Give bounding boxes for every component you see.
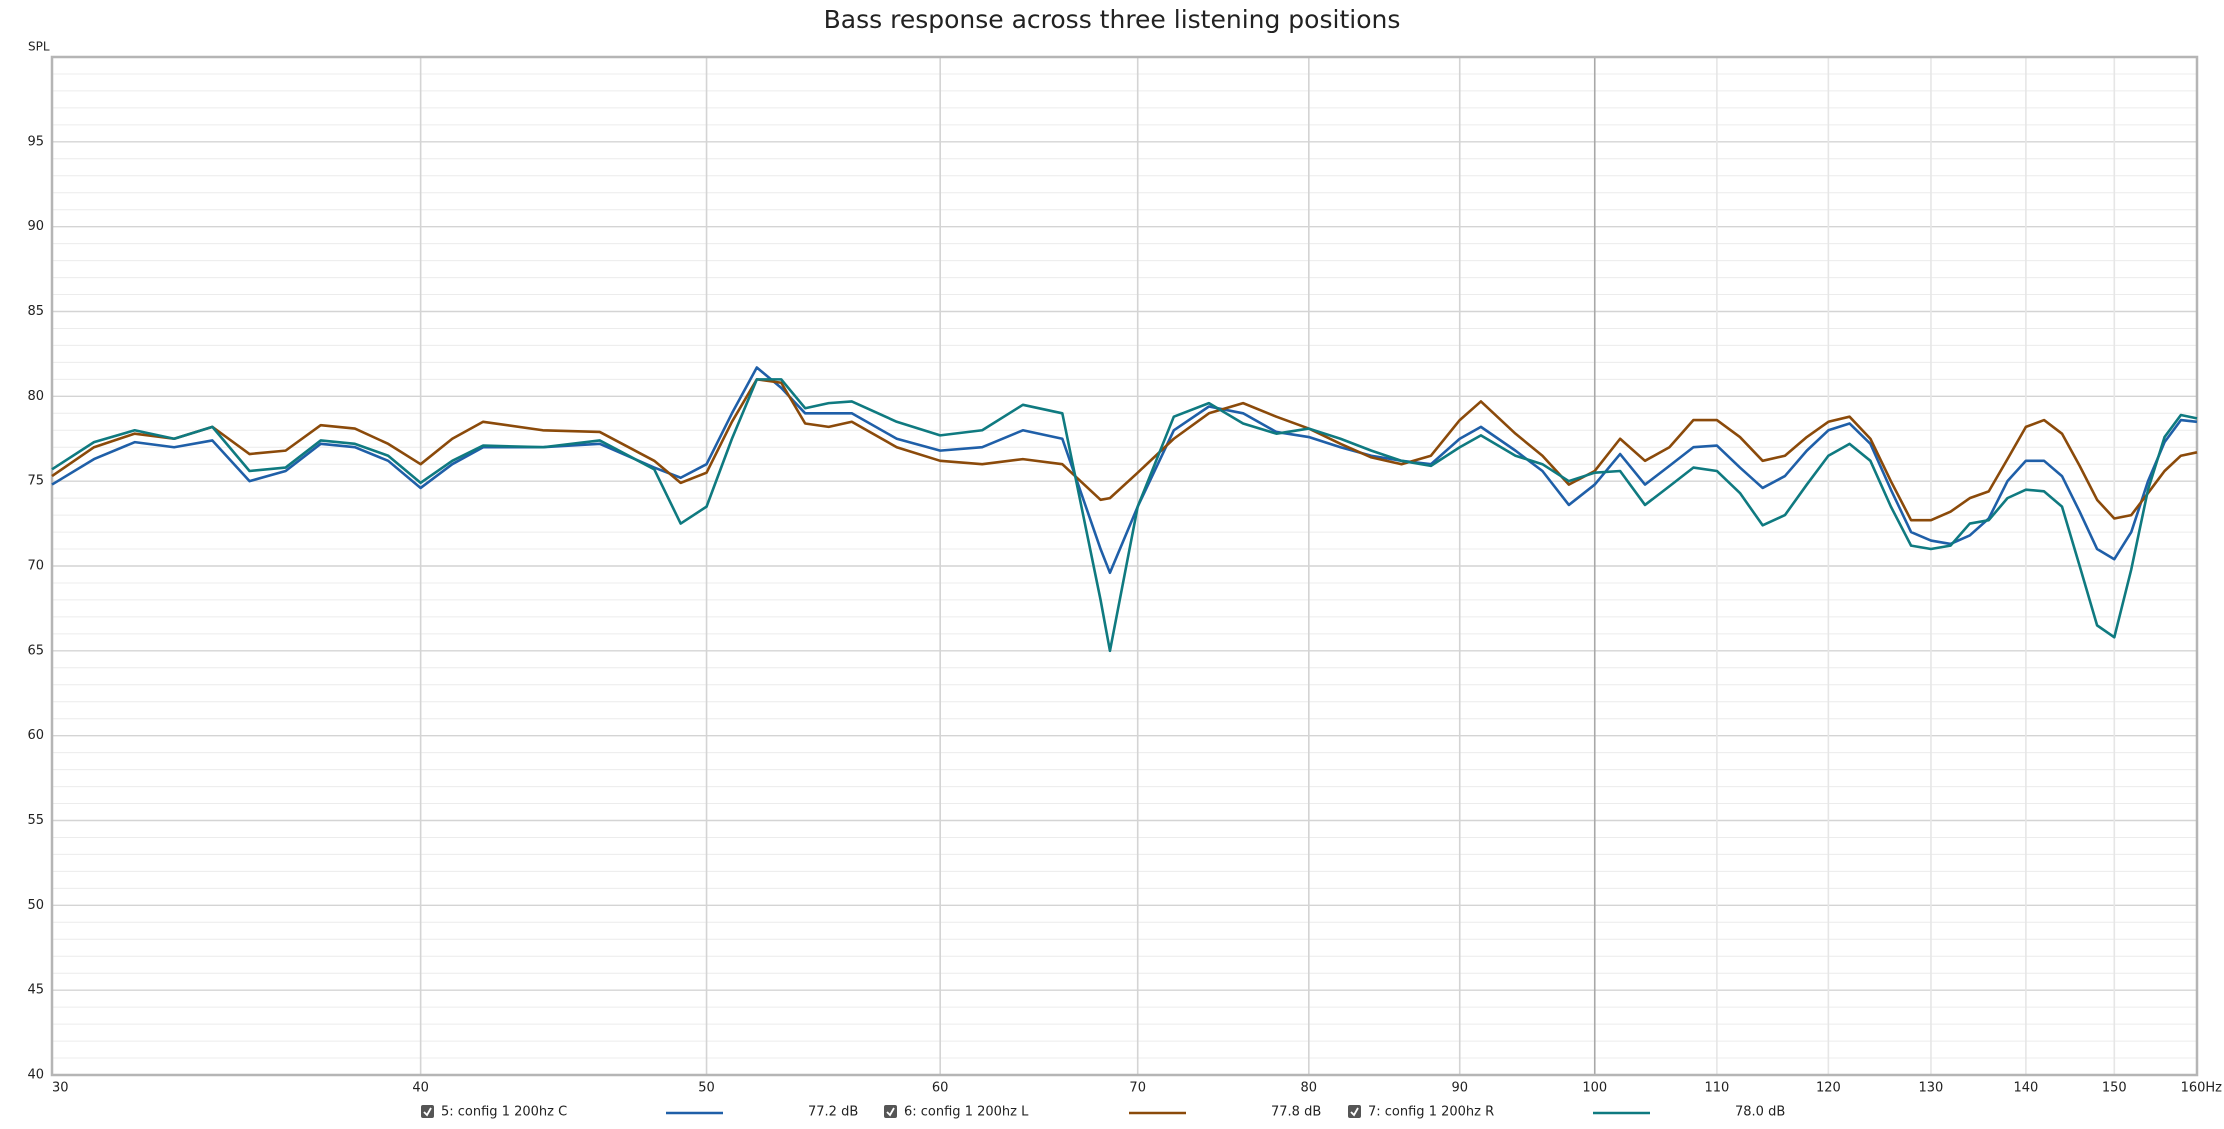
- y-tick-label: 40: [27, 1068, 44, 1083]
- legend-checkbox[interactable]: [421, 1105, 434, 1118]
- legend-item[interactable]: 5: config 1 200hz C 77.2 dB: [421, 1105, 858, 1120]
- legend-label: 7: config 1 200hz R: [1368, 1105, 1494, 1120]
- legend-checkbox[interactable]: [1348, 1105, 1361, 1118]
- x-tick-label: 40: [412, 1081, 429, 1096]
- x-tick-label: 50: [698, 1081, 715, 1096]
- legend-item[interactable]: 7: config 1 200hz R 78.0 dB: [1348, 1105, 1785, 1120]
- legend-checkmark: [423, 1107, 432, 1117]
- y-axis-label: SPL: [28, 40, 50, 54]
- x-tick-label: 110: [1704, 1081, 1729, 1096]
- series-line: [51, 378, 2198, 653]
- x-tick-label: 140: [2013, 1081, 2038, 1096]
- legend-checkmark: [1350, 1107, 1359, 1117]
- y-tick-label: 70: [27, 559, 44, 574]
- y-tick-label: 80: [27, 389, 44, 404]
- y-tick-label: 60: [27, 728, 44, 743]
- x-tick-label: 100: [1582, 1081, 1607, 1096]
- y-tick-label: 55: [27, 813, 44, 828]
- x-tick-label: 150: [2102, 1081, 2127, 1096]
- y-tick-label: 50: [27, 898, 44, 913]
- x-tick-label: 120: [1816, 1081, 1841, 1096]
- x-tick-label: 160Hz: [2181, 1081, 2223, 1096]
- x-tick-label: 80: [1301, 1081, 1318, 1096]
- y-tick-label: 45: [27, 983, 44, 998]
- y-tick-label: 75: [27, 474, 44, 489]
- plot-frame: [50, 55, 2199, 1077]
- y-tick-label: 65: [27, 643, 44, 658]
- legend-item[interactable]: 6: config 1 200hz L 77.8 dB: [884, 1105, 1321, 1120]
- legend-checkbox[interactable]: [884, 1105, 897, 1118]
- x-tick-label: 70: [1129, 1081, 1146, 1096]
- legend-label: 6: config 1 200hz L: [904, 1105, 1029, 1120]
- legend-value: 77.2 dB: [808, 1105, 858, 1120]
- y-tick-label: 90: [27, 219, 44, 234]
- y-tick-label: 85: [27, 304, 44, 319]
- legend-checkmark: [886, 1107, 895, 1117]
- y-tick-label: 95: [27, 134, 44, 149]
- x-tick-label: 60: [932, 1081, 949, 1096]
- x-tick-label: 130: [1919, 1081, 1944, 1096]
- legend-value: 78.0 dB: [1735, 1105, 1785, 1120]
- legend-value: 77.8 dB: [1271, 1105, 1321, 1120]
- x-tick-label: 90: [1451, 1081, 1468, 1096]
- chart-title: Bass response across three listening pos…: [824, 5, 1401, 34]
- series-line: [51, 378, 2198, 522]
- legend-label: 5: config 1 200hz C: [441, 1105, 567, 1120]
- x-tick-label: 30: [52, 1081, 69, 1096]
